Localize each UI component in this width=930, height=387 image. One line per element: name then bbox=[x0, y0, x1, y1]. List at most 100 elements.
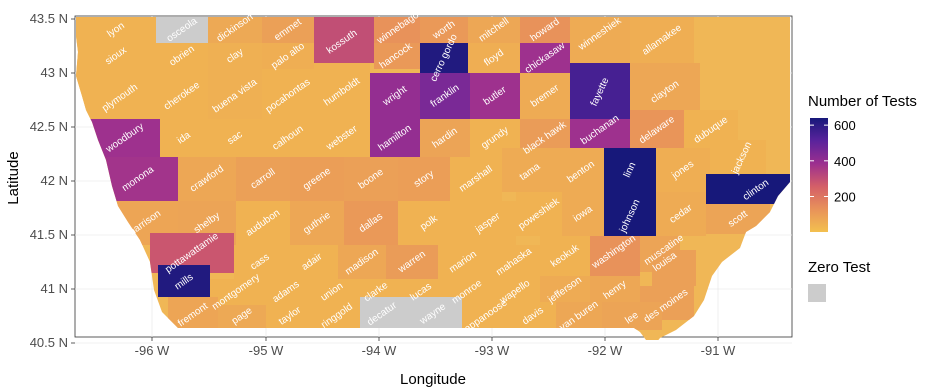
county-chickasaw bbox=[520, 43, 570, 73]
county-kossuth bbox=[314, 17, 374, 63]
county-obrien bbox=[156, 43, 208, 69]
county-wright bbox=[370, 73, 420, 119]
county-ida bbox=[160, 119, 208, 157]
county-marion bbox=[438, 245, 488, 279]
county-mills bbox=[158, 265, 210, 297]
legend: Number of Tests 600 400 200 Zero Test bbox=[808, 93, 917, 302]
county-pottawattamie bbox=[150, 233, 234, 273]
y-tick-label: 43 N bbox=[41, 65, 68, 80]
x-tick-label: -93 W bbox=[475, 343, 510, 358]
county-lyon bbox=[76, 17, 156, 43]
county-hancock bbox=[374, 43, 420, 69]
county-jackson bbox=[710, 140, 766, 182]
colorbar-tick-label: 600 bbox=[834, 118, 856, 133]
county-woodbury bbox=[90, 119, 160, 157]
county-mahaska bbox=[488, 245, 540, 279]
county-dallas bbox=[344, 201, 398, 245]
county-tama bbox=[502, 148, 558, 192]
county-jasper bbox=[460, 201, 516, 245]
county-clinton bbox=[706, 174, 790, 204]
county-pocahontas bbox=[262, 69, 314, 119]
county-scott bbox=[706, 204, 770, 234]
county-henry bbox=[590, 276, 640, 302]
county-franklin bbox=[420, 73, 470, 119]
county-osceola bbox=[156, 17, 208, 43]
county-allamakee bbox=[630, 17, 694, 63]
county-greene bbox=[290, 157, 344, 201]
county-johnson bbox=[604, 192, 656, 242]
county-mitchell bbox=[468, 17, 520, 43]
county-plymouth bbox=[76, 69, 162, 119]
county-winnebago bbox=[374, 17, 420, 43]
county-layer bbox=[76, 17, 790, 340]
county-hardin bbox=[420, 119, 470, 157]
county-lee bbox=[602, 302, 662, 330]
county-madison bbox=[338, 245, 386, 279]
legend-title: Number of Tests bbox=[808, 93, 917, 110]
county-cedar bbox=[656, 192, 706, 236]
y-tick-label: 43.5 N bbox=[30, 11, 68, 26]
county-iowa bbox=[562, 192, 604, 236]
county-linn bbox=[604, 148, 656, 192]
county-louisa bbox=[652, 250, 696, 286]
county-boone bbox=[344, 157, 398, 201]
county-buena-vista bbox=[208, 69, 262, 119]
county-clayton bbox=[630, 63, 700, 119]
county-monona bbox=[98, 157, 178, 201]
county-van-buren bbox=[556, 302, 602, 328]
y-tick-label: 42.5 N bbox=[30, 119, 68, 134]
county-audubon bbox=[236, 201, 290, 245]
county-story bbox=[398, 157, 450, 201]
y-tick-label: 42 N bbox=[41, 173, 68, 188]
x-tick-label: -95 W bbox=[249, 343, 284, 358]
county-black-hawk bbox=[520, 119, 570, 157]
county-wayne bbox=[404, 297, 462, 329]
county-dubuque bbox=[684, 110, 738, 148]
county-jefferson bbox=[540, 276, 590, 302]
county-cherokee bbox=[156, 69, 208, 119]
county-hamilton bbox=[370, 119, 420, 157]
county-fremont bbox=[168, 297, 218, 329]
zero-test-swatch bbox=[808, 284, 826, 302]
county-washington bbox=[590, 236, 640, 276]
county-grundy bbox=[470, 119, 520, 157]
county-polk bbox=[398, 201, 460, 245]
x-axis-title: Longitude bbox=[400, 371, 466, 387]
county-humboldt bbox=[314, 63, 370, 119]
county-sioux bbox=[76, 43, 156, 69]
county-palo-alto bbox=[262, 43, 314, 69]
county-keokuk bbox=[540, 236, 590, 276]
county-carroll bbox=[236, 157, 290, 201]
county-appanoose bbox=[462, 305, 510, 329]
county-webster bbox=[314, 119, 370, 157]
county-dickinson bbox=[208, 17, 262, 43]
county-marshall bbox=[450, 157, 502, 201]
zero-test-title: Zero Test bbox=[808, 259, 871, 276]
county-cerro-gordo bbox=[420, 43, 468, 73]
county-davis bbox=[510, 302, 556, 328]
county-adams bbox=[262, 279, 310, 305]
county-fayette bbox=[570, 63, 630, 119]
county-howard bbox=[520, 17, 570, 43]
county-delaware bbox=[630, 110, 684, 148]
county-jones bbox=[656, 148, 710, 192]
county-worth bbox=[420, 17, 468, 43]
county-floyd bbox=[468, 43, 520, 73]
county-poweshiek bbox=[516, 192, 562, 236]
axes: -96 W -95 W -94 W -93 W -92 W -91 W 43.5 N 43 N… bbox=[5, 11, 736, 387]
y-axis-title: Latitude bbox=[5, 151, 22, 204]
county-taylor bbox=[266, 305, 314, 329]
y-tick-label: 41.5 N bbox=[30, 227, 68, 242]
county-cass bbox=[234, 245, 286, 279]
y-tick-label: 41 N bbox=[41, 281, 68, 296]
county-wapello bbox=[490, 279, 540, 305]
x-tick-label: -94 W bbox=[362, 343, 397, 358]
x-tick-label: -96 W bbox=[135, 343, 170, 358]
county-guthrie bbox=[290, 201, 344, 245]
county-ringgold bbox=[314, 305, 360, 329]
county-union bbox=[310, 279, 354, 305]
county-emmet bbox=[262, 17, 314, 43]
county-page bbox=[218, 305, 266, 329]
county-buchanan bbox=[570, 119, 630, 157]
